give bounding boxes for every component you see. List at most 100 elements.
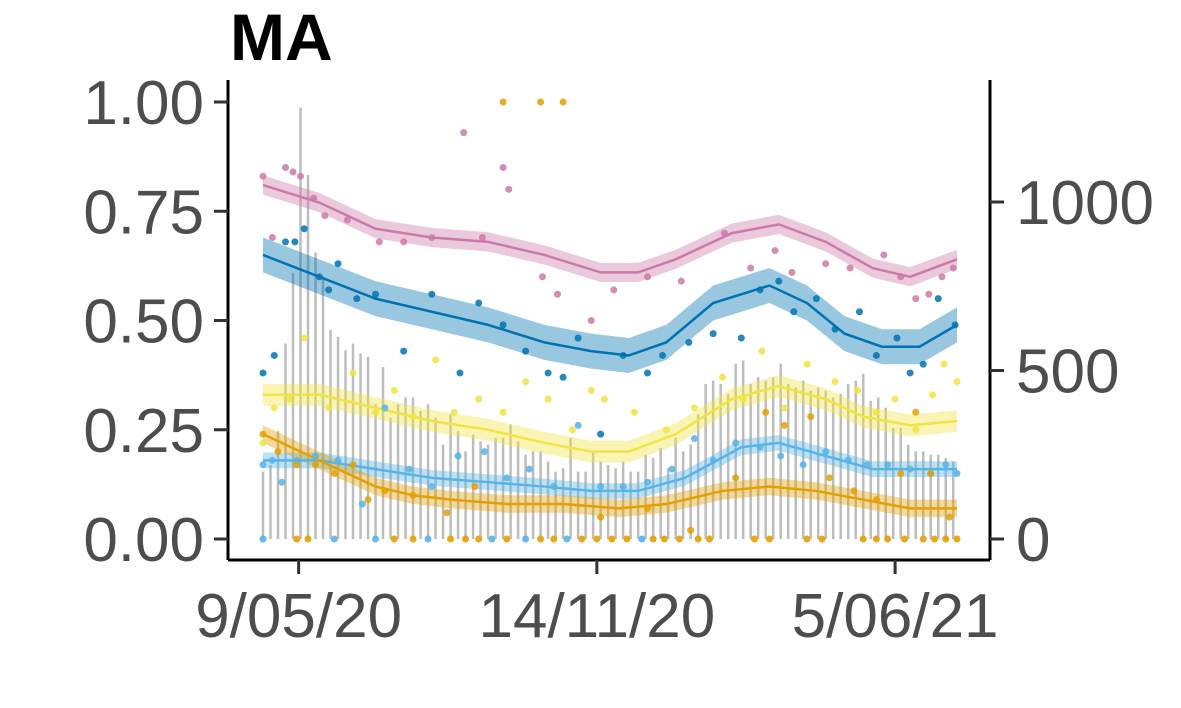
data-point-0	[428, 233, 436, 241]
data-point-1	[934, 295, 942, 303]
data-point-1	[270, 351, 278, 359]
data-point-1	[291, 238, 299, 246]
data-point-2	[499, 408, 507, 416]
zero-point	[390, 535, 398, 543]
confidence-band-4	[263, 425, 957, 518]
data-point-2	[475, 395, 483, 403]
data-point-3	[619, 483, 627, 491]
data-point-3	[690, 434, 698, 442]
data-point-0	[822, 260, 830, 268]
data-point-2	[390, 386, 398, 394]
zero-point	[942, 535, 950, 543]
data-point-3	[358, 500, 366, 508]
data-point-0	[400, 238, 408, 246]
data-point-0	[720, 229, 728, 237]
data-point-4	[259, 430, 267, 438]
data-point-2	[929, 391, 937, 399]
zero-point	[953, 535, 961, 543]
smoothed-line-0	[262, 183, 958, 279]
data-point-2	[544, 395, 552, 403]
data-point-3	[550, 483, 558, 491]
data-point-2	[450, 408, 458, 416]
data-point-1	[775, 277, 783, 285]
zero-point	[578, 535, 586, 543]
data-point-3	[278, 478, 286, 486]
y-tick-label: 0.75	[83, 178, 204, 247]
data-point-1	[559, 373, 567, 381]
zero-point	[550, 535, 558, 543]
data-points	[259, 98, 961, 543]
data-point-1	[259, 369, 267, 377]
zero-point	[409, 535, 417, 543]
smoothed-lines	[262, 183, 958, 510]
data-point-2	[285, 395, 293, 403]
data-point-3	[480, 448, 488, 456]
data-point-4	[945, 513, 953, 521]
data-point-4	[687, 526, 695, 534]
zero-point	[537, 535, 545, 543]
data-point-1	[906, 369, 914, 377]
y-tick-label: 0.25	[83, 397, 204, 466]
data-point-2	[372, 408, 380, 416]
data-point-3	[259, 461, 267, 469]
data-point-3	[942, 461, 950, 469]
data-point-1	[756, 286, 764, 294]
data-point-1	[709, 330, 717, 338]
data-point-2	[409, 413, 417, 421]
data-point-2	[259, 439, 267, 447]
data-point-4	[807, 413, 815, 421]
data-point-4	[537, 98, 545, 106]
zero-point	[694, 535, 702, 543]
data-point-4	[349, 461, 357, 469]
data-point-0	[644, 273, 652, 281]
confidence-bands	[263, 175, 957, 518]
data-point-2	[912, 426, 920, 434]
data-point-3	[799, 461, 807, 469]
data-point-4	[872, 496, 880, 504]
data-point-0	[297, 172, 305, 180]
data-point-1	[812, 295, 820, 303]
data-point-2	[325, 404, 333, 412]
data-point-3	[906, 465, 914, 473]
zero-point	[293, 535, 301, 543]
confidence-band-0	[263, 175, 957, 287]
data-point-0	[553, 290, 561, 298]
data-point-0	[880, 251, 888, 259]
data-point-1	[872, 351, 880, 359]
data-point-3	[597, 483, 605, 491]
zero-point	[818, 535, 826, 543]
zero-point	[304, 535, 312, 543]
data-point-3	[574, 421, 582, 429]
data-point-4	[559, 98, 567, 106]
data-point-0	[321, 212, 329, 220]
data-point-4	[597, 513, 605, 521]
data-point-4	[732, 474, 740, 482]
data-point-1	[315, 273, 323, 281]
data-point-0	[460, 129, 468, 137]
data-point-1	[644, 369, 652, 377]
y2-tick-label: 1000	[1016, 169, 1154, 238]
data-point-3	[732, 439, 740, 447]
data-point-1	[353, 295, 361, 303]
data-point-0	[505, 185, 513, 193]
zero-point	[447, 535, 455, 543]
data-point-0	[268, 233, 276, 241]
smoothed-line-2	[263, 384, 958, 453]
data-point-1	[855, 308, 863, 316]
tick-labels: 0.00 0.25 0.50 0.75 1.00 0 500 1000 9/05/20 14/11…	[83, 69, 1154, 651]
data-point-2	[662, 426, 670, 434]
data-point-1	[574, 334, 582, 342]
data-point-1	[737, 334, 745, 342]
data-point-4	[409, 491, 417, 499]
data-point-2	[600, 395, 608, 403]
data-point-3	[709, 456, 717, 464]
data-point-1	[400, 347, 408, 355]
data-point-4	[330, 469, 338, 477]
data-point-0	[259, 172, 267, 180]
x-tick-label: 9/05/20	[195, 582, 402, 651]
data-point-1	[282, 238, 290, 246]
data-point-1	[831, 325, 839, 333]
y2-tick-label: 0	[1016, 506, 1050, 575]
data-point-2	[803, 360, 811, 368]
smoothed-line-4	[262, 432, 957, 510]
